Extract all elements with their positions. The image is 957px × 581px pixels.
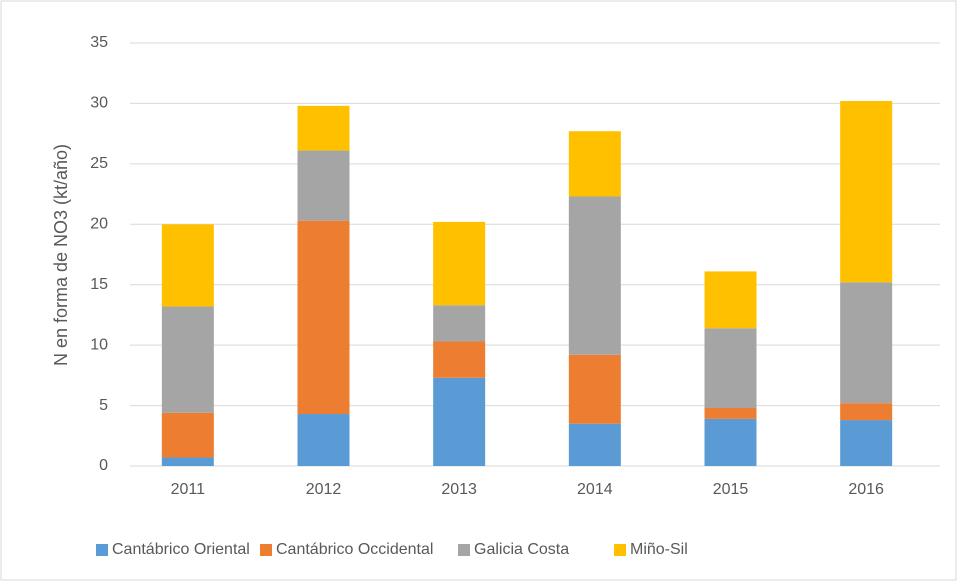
- bar-segment: [161, 224, 214, 307]
- bar-segment: [568, 354, 621, 424]
- bar-segment: [840, 101, 893, 283]
- bar-segment: [297, 105, 350, 151]
- y-tick-label: 15: [90, 276, 108, 293]
- bar-segment: [433, 221, 486, 306]
- bar-segment: [433, 377, 486, 466]
- bar-segment: [433, 341, 486, 378]
- legend-label: Cantábrico Occidental: [276, 541, 433, 558]
- bar-segment: [297, 220, 350, 415]
- x-tick-label: 2013: [441, 481, 477, 498]
- y-tick-label: 10: [90, 336, 108, 353]
- legend-swatch: [614, 544, 626, 556]
- y-tick-label: 0: [99, 457, 108, 474]
- bar-segment: [433, 305, 486, 342]
- bar-segment: [840, 403, 893, 421]
- bar-segment: [161, 457, 214, 466]
- legend-swatch: [260, 544, 272, 556]
- bar-segment: [704, 407, 757, 419]
- legend-swatch: [458, 544, 470, 556]
- bar-segment: [161, 306, 214, 413]
- bar-segment: [840, 282, 893, 404]
- y-tick-label: 5: [99, 397, 108, 414]
- bar-segment: [704, 271, 757, 329]
- legend-label: Galicia Costa: [474, 541, 569, 558]
- x-tick-label: 2011: [171, 481, 206, 498]
- bar-segment: [568, 423, 621, 466]
- bar-segment: [297, 150, 350, 221]
- bar-segment: [297, 414, 350, 466]
- bar-segment: [840, 420, 893, 466]
- bar-segment: [704, 418, 757, 466]
- bar-segment: [704, 328, 757, 408]
- x-tick-label: 2015: [713, 481, 749, 498]
- legend-label: Miño-Sil: [630, 541, 688, 558]
- x-tick-label: 2012: [306, 481, 342, 498]
- x-tick-label: 2014: [577, 481, 613, 498]
- legend-swatch: [96, 544, 108, 556]
- x-tick-label: 2016: [848, 481, 884, 498]
- y-tick-label: 35: [90, 34, 108, 51]
- y-tick-label: 25: [90, 155, 108, 172]
- bar-segment: [568, 196, 621, 355]
- y-tick-label: 30: [90, 95, 108, 112]
- y-tick-label: 20: [90, 216, 108, 233]
- y-axis-label: N en forma de NO3 (kt/año): [51, 144, 71, 366]
- bar-segment: [161, 412, 214, 458]
- bar-segment: [568, 131, 621, 197]
- legend-label: Cantábrico Oriental: [112, 541, 250, 558]
